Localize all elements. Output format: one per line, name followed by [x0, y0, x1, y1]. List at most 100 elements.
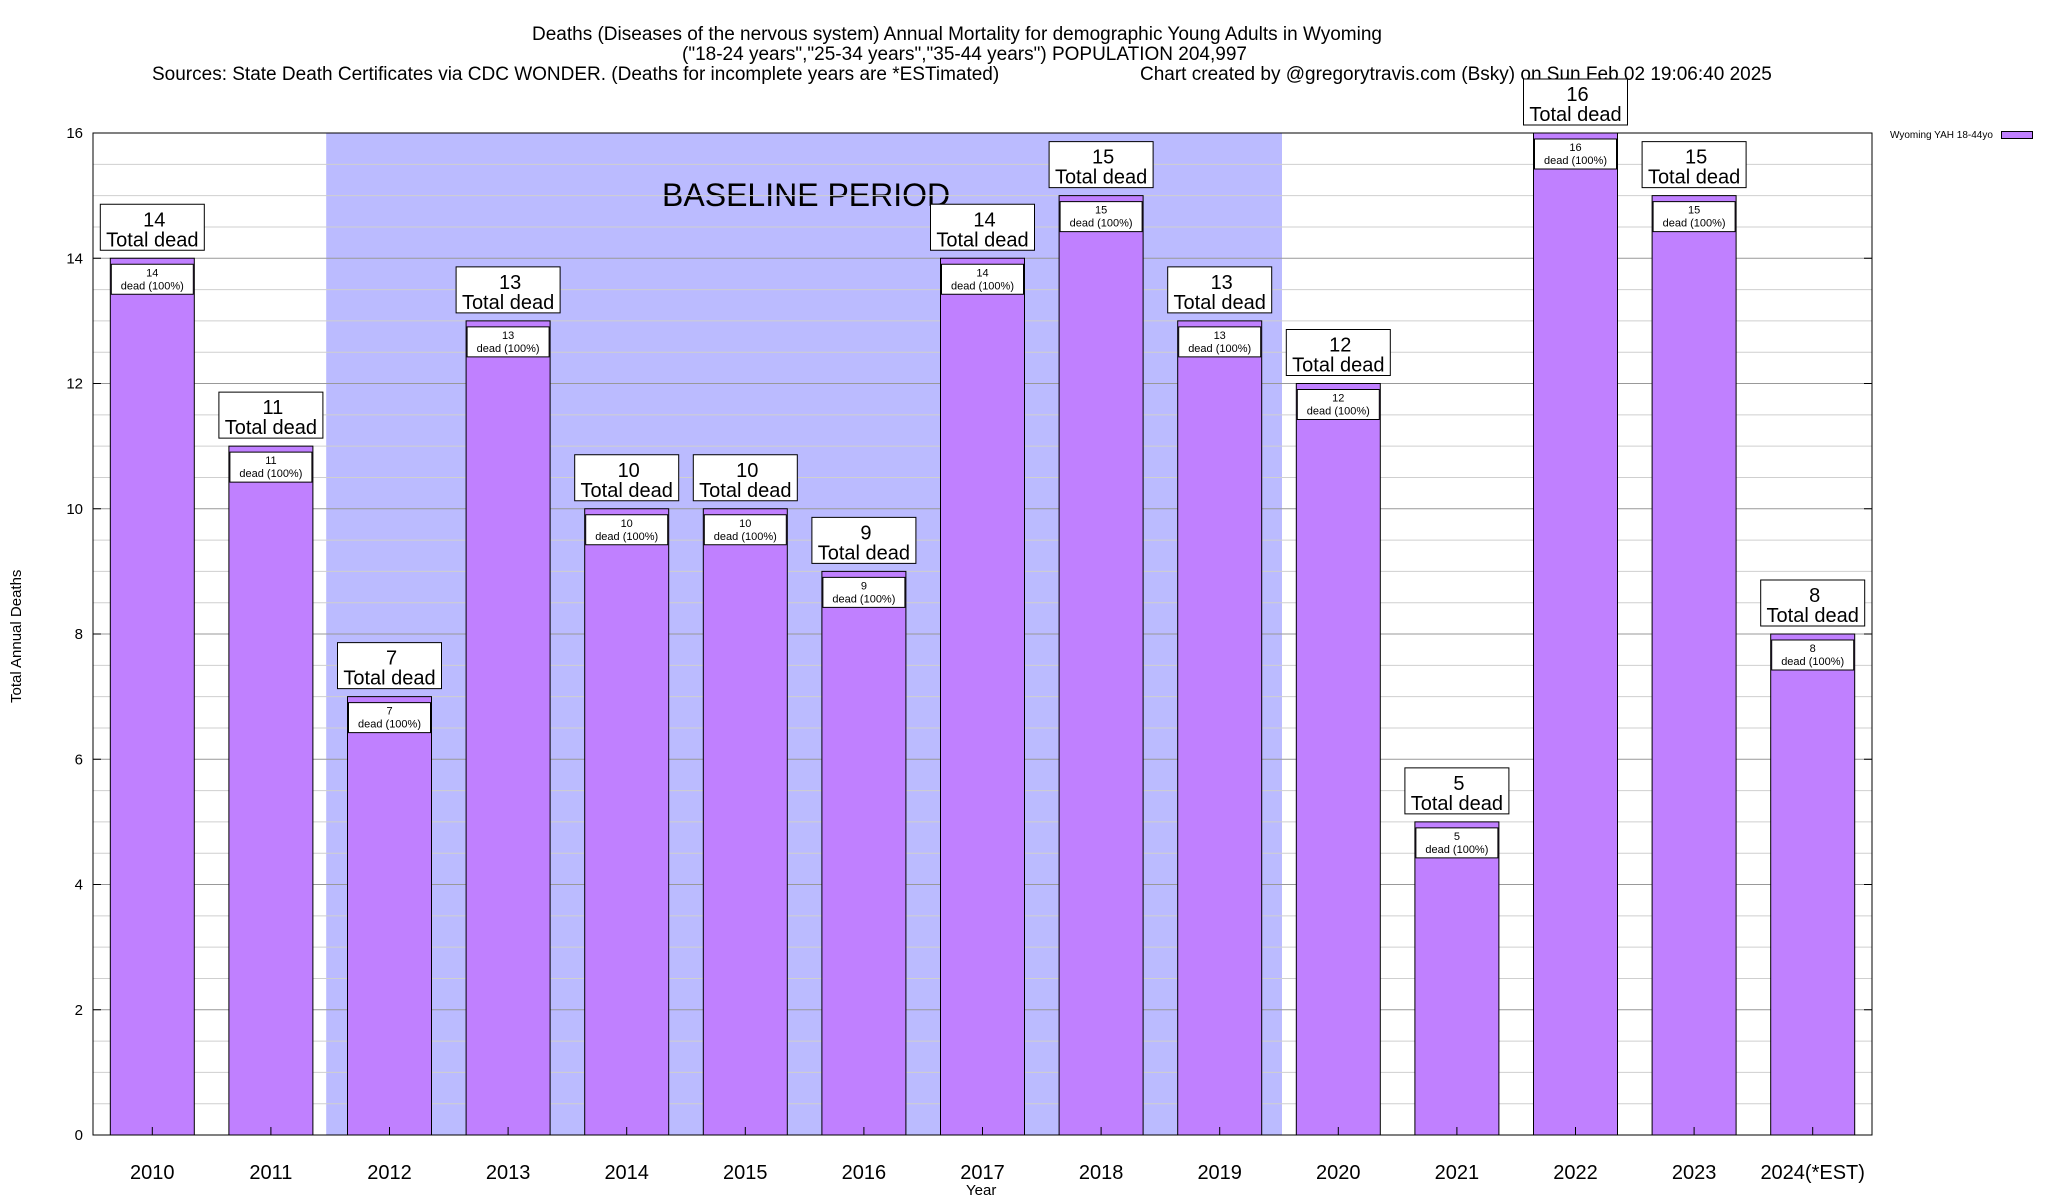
bar-total-label-box	[1641, 141, 1747, 189]
y-tick-label: 14	[66, 250, 83, 267]
bar-inner-value: 9	[861, 580, 867, 592]
bar-total-value: 8	[1809, 585, 1820, 607]
bar-total-label: Total dead	[462, 292, 554, 314]
y-tick-label: 8	[75, 626, 83, 643]
bar-2023	[1651, 195, 1737, 1136]
bar-inner-value: 8	[1810, 643, 1816, 655]
bar-total-value: 15	[1092, 147, 1114, 169]
x-tick-label: 2014	[604, 1162, 649, 1184]
bar-inner-value: 15	[1688, 205, 1700, 217]
y-tick-label: 4	[75, 877, 83, 894]
legend-swatch	[2000, 131, 2033, 140]
bar-total-label: Total dead	[1411, 793, 1503, 815]
bar-total-value: 10	[736, 460, 758, 482]
bar-total-value: 13	[499, 272, 521, 294]
bar-total-label-box	[1167, 266, 1273, 314]
bar-total-value: 14	[973, 209, 995, 231]
bar-inner-label-box	[110, 263, 194, 295]
bar-total-label: Total dead	[1292, 355, 1384, 377]
x-tick-label: 2021	[1435, 1162, 1480, 1184]
bar-inner-label-box	[466, 326, 550, 358]
bar-inner-label-box	[229, 451, 313, 483]
bar-total-label-box	[455, 266, 561, 314]
bar-total-label: Total dead	[1767, 605, 1859, 627]
bar-total-label: Total dead	[581, 480, 673, 502]
bar-2013	[465, 320, 551, 1136]
y-axis-label: Total Annual Deaths	[8, 569, 25, 703]
bar-inner-label-box	[585, 514, 669, 546]
bar-inner-value: 5	[1454, 831, 1460, 843]
bar-inner-label-box	[1771, 639, 1855, 671]
bar-inner-percent: dead (100%)	[239, 468, 302, 480]
bar-inner-value: 10	[621, 518, 633, 530]
bar-2016	[821, 570, 907, 1136]
bar-inner-value: 11	[265, 455, 276, 467]
bar-total-label-box	[1048, 141, 1154, 189]
bar-inner-percent: dead (100%)	[477, 343, 540, 355]
bar-2022	[1533, 132, 1618, 1136]
bar-inner-percent: dead (100%)	[1188, 343, 1251, 355]
bar-inner-label-box	[1415, 827, 1499, 859]
bar-2020	[1295, 383, 1381, 1136]
bar-inner-percent: dead (100%)	[358, 719, 421, 731]
bar-2017	[940, 257, 1025, 1136]
bar-total-label-box	[811, 516, 917, 564]
bar-2024(*EST)	[1770, 633, 1856, 1136]
x-tick-label: 2012	[367, 1162, 412, 1184]
bar-inner-label-box	[941, 263, 1024, 295]
bar-total-label-box	[99, 203, 205, 251]
bar-total-value: 10	[618, 460, 640, 482]
bar-total-value: 16	[1566, 84, 1588, 106]
bar-total-value: 15	[1685, 147, 1707, 169]
x-tick-label: 2022	[1553, 1162, 1598, 1184]
bar-total-label: Total dead	[936, 229, 1028, 251]
bar-inner-label-box	[703, 514, 787, 546]
bar-inner-value: 14	[976, 267, 988, 279]
bar-inner-percent: dead (100%)	[714, 531, 777, 543]
bar-2018	[1058, 195, 1144, 1136]
bar-inner-label-box	[822, 576, 906, 608]
bar-total-label: Total dead	[1174, 292, 1266, 314]
bar-total-label: Total dead	[699, 480, 791, 502]
bar-inner-value: 13	[1214, 330, 1226, 342]
bar-inner-percent: dead (100%)	[951, 280, 1014, 292]
bar-inner-value: 16	[1569, 142, 1581, 154]
x-tick-label: 2024(*EST)	[1760, 1162, 1865, 1184]
bar-inner-value: 12	[1332, 393, 1344, 405]
bar-total-label: Total dead	[1529, 104, 1621, 126]
bar-total-label: Total dead	[1055, 167, 1147, 189]
y-tick-label: 6	[75, 751, 83, 768]
bar-2010	[109, 257, 195, 1136]
bar-total-label-box	[1404, 767, 1510, 815]
baseline-period-label: BASELINE PERIOD	[662, 177, 950, 213]
bar-2015	[702, 508, 788, 1136]
bar-inner-label-box	[1296, 389, 1380, 420]
bar-inner-percent: dead (100%)	[1781, 656, 1844, 668]
bar-2014	[584, 508, 670, 1136]
y-tick-label: 0	[75, 1127, 83, 1144]
bar-inner-label-box	[1534, 138, 1617, 170]
bar-total-label-box	[1285, 329, 1391, 376]
x-tick-label: 2019	[1197, 1162, 1242, 1184]
bar-total-value: 11	[263, 397, 284, 419]
bar-2019	[1177, 320, 1263, 1136]
bar-2011	[228, 445, 314, 1136]
plot-border	[92, 132, 1873, 1136]
bar-total-label-box	[1523, 78, 1628, 126]
bar-inner-percent: dead (100%)	[121, 280, 184, 292]
x-tick-label: 2017	[960, 1162, 1005, 1184]
y-tick-label: 16	[66, 125, 83, 142]
legend: Wyoming YAH 18-44yo	[1890, 130, 2033, 141]
bar-total-label: Total dead	[106, 229, 198, 251]
bar-total-label-box	[337, 642, 442, 690]
bar-total-label: Total dead	[1648, 167, 1740, 189]
chart-title: Deaths (Diseases of the nervous system) …	[532, 24, 1382, 45]
bar-total-label-box	[574, 454, 680, 502]
x-tick-label: 2015	[723, 1162, 768, 1184]
bar-inner-value: 13	[502, 330, 514, 342]
y-tick-label: 10	[66, 501, 83, 518]
x-tick-label: 2013	[486, 1162, 531, 1184]
bar-inner-value: 10	[739, 518, 751, 530]
x-axis-label: Year	[966, 1182, 997, 1199]
